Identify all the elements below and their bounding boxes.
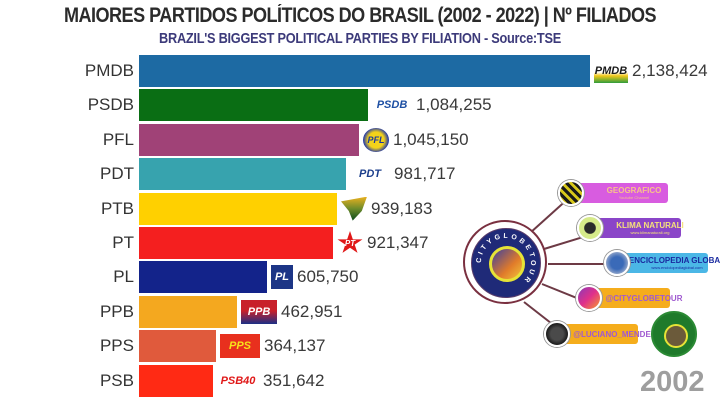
bar-value: 2,138,424 [632,61,708,80]
bar-row-ppb: PPB PPB 462,951 [0,295,720,328]
bar-value: 351,642 [263,370,325,390]
bar-value: 462,951 [281,301,343,321]
bar-row-pl: PL PL 605,750 [0,261,720,294]
social-link-label: GEOGRAFICO [606,186,662,195]
bar-row-ptb: PTB 939,183 [0,192,720,225]
year-label: 2002 [640,366,705,398]
bar-label: PTB [100,198,134,218]
bar-label: PFL [102,129,134,149]
bar [139,192,337,225]
bar-row-psb: PSB PSB40 351,642 [0,364,720,397]
bar-label: PPB [99,301,134,321]
bar-value: 921,347 [367,233,429,252]
bar-row-pt: PT PT 921,347 [0,227,720,259]
chart-title: MAIORES PARTIDOS POLÍTICOS DO BRASIL (20… [63,4,657,27]
social-link-label: @LUCIANO_MENDE [573,329,651,339]
social-link-2[interactable]: KLIMA NATURALI www.klimanaturali.org [597,218,684,238]
bar-row-pmdb: PMDB PMDB 2,138,424 [0,55,720,87]
globe-icon [577,215,603,241]
social-link-subtext: www.klimanaturali.org [630,230,670,235]
bar-label: PMDB [84,61,134,80]
social-link-4[interactable]: @CITYGLOBETOUR [596,288,683,308]
psdb-logo-icon: PSDB [372,93,412,118]
social-link-subtext: Youtube Channel [618,195,650,200]
bar-row-pps: PPS PPS 364,137 [0,330,720,363]
bar-value: 981,717 [394,164,456,184]
psb-logo-icon: PSB40 [217,368,259,393]
stripe-globe-icon [558,180,584,206]
connector-line [548,263,608,265]
social-link-label: ENCICLOPEDIA GLOBAL [628,256,720,265]
pmdb-logo-icon: PMDB [594,59,628,83]
pt-logo-icon: PT [337,231,363,253]
social-link-label: @CITYGLOBETOUR [605,293,683,303]
pdt-logo-icon: PDT [350,162,390,187]
bar-row-pfl: PFL PFL 1,045,150 [0,123,720,156]
instagram-icon [576,285,602,311]
social-link-3[interactable]: ENCICLOPEDIA GLOBAL www.enciclopediagloba… [624,253,720,273]
bar-label: PDT [100,164,134,184]
bar-value: 939,183 [371,198,433,218]
social-link-subtext: www.enciclopediaglobal.com [651,265,703,270]
bar [139,89,368,122]
bar [139,227,333,259]
globe-blue-icon [604,250,630,276]
bar-value: 605,750 [297,267,359,287]
bar [139,261,267,294]
bar-label: PT [112,233,134,252]
bar [139,295,237,328]
bar-row-pdt: PDT PDT 981,717 [0,158,720,191]
bar-value: 1,084,255 [416,95,492,115]
bar [139,55,590,87]
ptb-logo-icon [341,196,367,221]
bar-value: 1,045,150 [393,129,469,149]
pl-logo-icon: PL [271,265,293,290]
bar-label: PSB [99,370,134,390]
cityglobetour-badge-icon [651,311,697,357]
instagram-dark-icon [544,321,570,347]
bar-value: 364,137 [264,336,326,356]
social-link-label: KLIMA NATURALI [616,221,684,230]
pfl-logo-icon: PFL [363,127,389,152]
social-link-1[interactable]: GEOGRAFICO Youtube Channel [578,183,668,203]
chart-subtitle: BRAZIL'S BIGGEST POLITICAL PARTIES BY FI… [159,30,561,47]
bar-row-psdb: PSDB PSDB 1,084,255 [0,89,720,122]
bar [139,364,213,397]
social-link-5[interactable]: @LUCIANO_MENDE [564,324,651,344]
bar [139,330,216,363]
bar [139,123,359,156]
bar-label: PSDB [87,95,134,115]
cityglobetour-logo: CITYGLOBETOUR [463,220,547,304]
ppb-logo-icon: PPB [241,299,277,324]
pps-logo-icon: PPS [220,334,260,359]
bar-label: PL [113,267,134,287]
bar [139,158,346,191]
bar-label: PPS [99,336,134,356]
